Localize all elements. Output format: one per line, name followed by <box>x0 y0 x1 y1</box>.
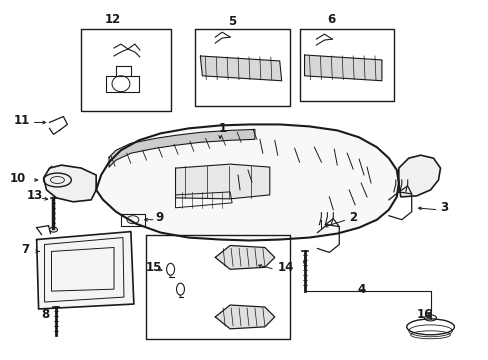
Polygon shape <box>81 29 170 111</box>
Text: 15: 15 <box>145 261 162 274</box>
Text: 3: 3 <box>440 201 447 214</box>
Polygon shape <box>398 155 440 197</box>
Polygon shape <box>299 29 393 100</box>
Polygon shape <box>215 246 274 269</box>
Text: 8: 8 <box>41 309 50 321</box>
Polygon shape <box>96 125 398 240</box>
Text: 7: 7 <box>21 243 30 256</box>
Text: 16: 16 <box>416 309 432 321</box>
Polygon shape <box>37 231 134 309</box>
Polygon shape <box>43 165 96 202</box>
Text: 11: 11 <box>14 114 30 127</box>
Polygon shape <box>109 129 254 167</box>
Text: 9: 9 <box>155 211 163 224</box>
Text: 6: 6 <box>326 13 335 26</box>
Polygon shape <box>175 164 269 199</box>
Text: 10: 10 <box>10 171 26 185</box>
Polygon shape <box>215 305 274 329</box>
Text: 2: 2 <box>348 211 357 224</box>
Text: 4: 4 <box>356 283 365 296</box>
Text: 1: 1 <box>218 122 226 135</box>
Text: 5: 5 <box>227 15 236 28</box>
Text: 12: 12 <box>105 13 121 26</box>
Polygon shape <box>195 29 289 105</box>
Polygon shape <box>200 56 281 81</box>
Polygon shape <box>304 55 381 81</box>
Text: 13: 13 <box>27 189 43 202</box>
Polygon shape <box>145 235 289 339</box>
Text: 14: 14 <box>277 261 293 274</box>
